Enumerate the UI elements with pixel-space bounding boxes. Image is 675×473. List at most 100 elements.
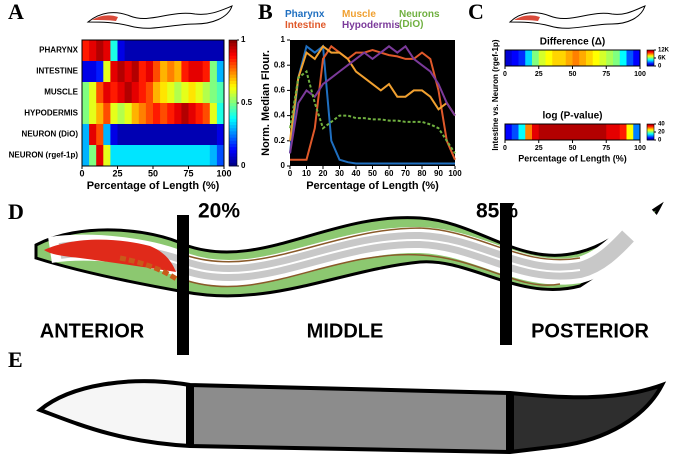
heatmap-cell — [153, 82, 161, 104]
colorbar-segment — [647, 132, 654, 134]
heatmap-cell — [195, 145, 204, 167]
heatmap-cell — [579, 50, 587, 67]
heatmap-cell — [153, 145, 161, 167]
colorbar-segment — [647, 50, 654, 52]
heatmap-cell — [117, 61, 126, 83]
series-line — [290, 44, 456, 161]
heatmap-cell — [518, 124, 526, 141]
row-label: PHARYNX — [39, 46, 78, 55]
colorbar-tick-label: 1 — [241, 35, 246, 44]
heatmap-cell — [626, 124, 634, 141]
heatmap-cell — [202, 82, 211, 104]
heatmap-cell — [538, 124, 546, 141]
heatmap-cell — [117, 103, 126, 125]
y-axis-label: Intestine vs. Neuron (rgef-1p) — [491, 39, 500, 150]
heatmap-cell — [181, 124, 189, 146]
heatmap-cell — [209, 145, 218, 167]
cut-label: 85% — [476, 200, 518, 223]
heatmap-cell — [511, 50, 519, 67]
heatmap-cell — [188, 82, 197, 104]
row-label: NEURON (rgef-1p) — [9, 151, 79, 160]
heatmap-cell — [167, 103, 175, 125]
heatmap-cell — [195, 124, 204, 146]
colorbar-segment — [229, 71, 237, 76]
heatmap-cell — [586, 124, 594, 141]
colorbar-segment — [229, 80, 237, 85]
heatmap-cell — [552, 124, 560, 141]
colorbar-tick-label: 12K — [658, 48, 670, 54]
heatmap-cell — [559, 50, 567, 67]
colorbar-segment — [229, 131, 237, 135]
x-tick-label: 50 — [368, 169, 377, 178]
colorbar-segment — [647, 60, 654, 62]
legend-entry: Hypodermis — [342, 20, 400, 31]
heatmap-cell — [613, 124, 621, 141]
heatmap-cell — [117, 40, 126, 62]
colorbar-segment — [647, 130, 654, 132]
colorbar-segment — [229, 40, 237, 44]
heatmap-cell — [592, 124, 600, 141]
heatmap-cell — [131, 145, 140, 167]
heatmap-cell — [138, 145, 147, 167]
heatmap-cell — [110, 145, 118, 167]
heatmap-cell — [138, 124, 147, 146]
y-tick-label: 0.8 — [274, 60, 286, 69]
panel-letter: B — [258, 0, 273, 24]
heatmap-cell — [160, 40, 168, 62]
colorbar-segment — [229, 46, 237, 50]
y-tick-label: 0.2 — [274, 136, 286, 145]
y-tick-label: 0.6 — [274, 86, 286, 95]
y-tick-label: 1 — [281, 35, 286, 44]
colorbar-segment — [229, 162, 237, 167]
colorbar-segment — [229, 84, 237, 88]
colorbar-segment — [647, 136, 654, 138]
colorbar-segment — [229, 150, 237, 154]
heatmap-cell — [633, 50, 641, 67]
series-line — [289, 44, 455, 165]
heatmap-cell — [117, 82, 126, 104]
x-tick-label: 70 — [401, 169, 410, 178]
heatmap-title: Difference (Δ) — [540, 37, 606, 48]
legend-entry: Pharynx — [285, 9, 325, 20]
heatmap-cell — [145, 40, 154, 62]
heatmap-cell — [181, 40, 189, 62]
heatmap-cell — [613, 50, 621, 67]
x-tick-label: 50 — [569, 145, 577, 152]
heatmap-cell — [195, 40, 204, 62]
heatmap-cell — [131, 82, 140, 104]
colorbar-segment — [229, 112, 237, 116]
x-tick-label: 100 — [448, 169, 462, 178]
heatmap-cell — [103, 82, 111, 104]
series-line — [289, 44, 456, 154]
heatmap-cell — [592, 50, 600, 67]
region-label: POSTERIOR — [531, 320, 649, 342]
heatmap-cell — [160, 103, 168, 125]
heatmap-cell — [599, 124, 607, 141]
heatmap-cell — [565, 50, 573, 67]
colorbar-segment — [229, 77, 237, 82]
heatmap-cell — [153, 124, 161, 146]
heatmap-cell — [619, 50, 627, 67]
heatmap-cell — [145, 145, 154, 167]
heatmap-cell — [124, 103, 133, 125]
heatmap-cell — [153, 40, 161, 62]
heatmap-cell — [174, 61, 182, 83]
heatmap-cell — [202, 40, 211, 62]
heatmap-cell — [167, 61, 175, 83]
heatmap-cell — [117, 145, 126, 167]
heatmap-cell — [145, 61, 154, 83]
heatmap-cell — [626, 50, 634, 67]
heatmap-cell — [124, 61, 133, 83]
colorbar-segment — [229, 58, 237, 63]
colorbar-segment — [229, 87, 237, 91]
x-tick-label: 25 — [535, 145, 543, 152]
heatmap-cell — [103, 61, 111, 83]
heatmap-cell — [167, 124, 175, 146]
worm-outline — [36, 379, 667, 455]
heatmap-cell — [89, 82, 97, 104]
y-tick-label: 0 — [281, 161, 286, 170]
colorbar-segment — [229, 62, 237, 66]
region-label: ANTERIOR — [40, 320, 145, 342]
